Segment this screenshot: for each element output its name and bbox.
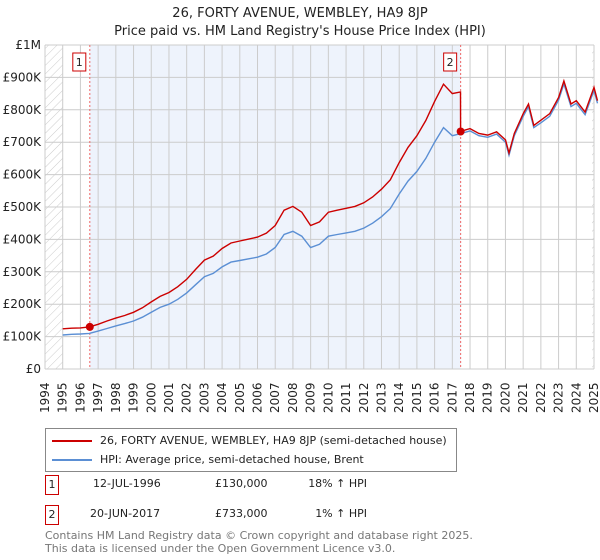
transaction-marker: 2 <box>45 505 59 525</box>
transaction-label: 1 <box>76 56 83 69</box>
x-tick-label: 2005 <box>233 382 247 413</box>
legend-label-property: 26, FORTY AVENUE, WEMBLEY, HA9 8JP (semi… <box>100 434 447 447</box>
x-tick-label: 2002 <box>180 382 194 413</box>
x-tick-label: 2003 <box>197 382 211 413</box>
y-tick-label: £400K <box>3 232 43 246</box>
transaction-price: £733,000 <box>215 507 268 520</box>
property-price-line <box>62 78 599 330</box>
x-tick-label: 2024 <box>569 382 583 413</box>
legend-swatch-property <box>52 439 92 442</box>
y-tick-label: £900K <box>3 70 43 84</box>
x-tick-label: 2000 <box>144 382 158 413</box>
x-tick-label: 2015 <box>410 382 424 413</box>
y-tick-label: £700K <box>3 135 43 149</box>
chart-title: 26, FORTY AVENUE, WEMBLEY, HA9 8JP <box>172 6 428 21</box>
x-tick-label: 2004 <box>215 382 229 413</box>
transaction-point <box>456 127 465 136</box>
legend-swatch-hpi <box>52 458 92 461</box>
y-tick-label: £500K <box>3 200 43 214</box>
transaction-row: 2 20-JUN-2017 £733,000 1% ↑ HPI <box>45 505 445 525</box>
x-tick-label: 1995 <box>56 382 70 413</box>
x-tick-label: 2021 <box>516 382 530 413</box>
x-tick-label: 2018 <box>463 382 477 413</box>
x-tick-label: 2014 <box>392 382 406 413</box>
transaction-label-box <box>72 52 87 72</box>
footer-line1: Contains HM Land Registry data © Crown c… <box>45 529 473 542</box>
x-tick-label: 2001 <box>162 382 176 413</box>
x-tick-label: 1994 <box>38 382 52 413</box>
x-tick-label: 2012 <box>357 382 371 413</box>
legend: 26, FORTY AVENUE, WEMBLEY, HA9 8JP (semi… <box>45 428 457 472</box>
hpi-line <box>62 81 599 336</box>
transaction-row: 1 12-JUL-1996 £130,000 18% ↑ HPI <box>45 475 445 495</box>
transaction-label: 2 <box>447 56 454 69</box>
transaction-marker: 1 <box>45 475 59 495</box>
x-tick-label: 1997 <box>91 382 105 413</box>
y-tick-label: £1M <box>15 38 41 52</box>
y-tick-label: £200K <box>3 297 43 311</box>
x-tick-label: 1999 <box>127 382 141 413</box>
y-tick-label: £0 <box>26 362 41 376</box>
footer-line2: This data is licensed under the Open Gov… <box>45 542 396 555</box>
x-tick-label: 2023 <box>552 382 566 413</box>
price-chart: 1994 1995 1996 1997 1998 1999 2000 2001 2002 2003… <box>3 38 600 413</box>
chart-subtitle: Price paid vs. HM Land Registry's House … <box>114 24 486 39</box>
y-tick-label: £100K <box>3 330 43 344</box>
x-tick-label: 2009 <box>304 382 318 413</box>
x-tick-label: 2022 <box>534 382 548 413</box>
x-tick-label: 2020 <box>498 382 512 413</box>
x-tick-label: 2013 <box>374 382 388 413</box>
transaction-point <box>85 322 94 331</box>
x-tick-label: 1996 <box>73 382 87 413</box>
x-tick-label: 2025 <box>587 382 600 413</box>
transaction-price: £130,000 <box>215 477 268 490</box>
x-tick-label: 2007 <box>268 382 282 413</box>
x-tick-label: 2017 <box>445 382 459 413</box>
y-tick-label: £800K <box>3 103 43 117</box>
transaction-date: 12-JUL-1996 <box>93 477 161 490</box>
x-tick-label: 2016 <box>428 382 442 413</box>
transaction-label-box <box>443 52 458 72</box>
transaction-hpi: 1% ↑ HPI <box>315 507 367 520</box>
x-tick-label: 2011 <box>339 382 353 413</box>
y-tick-label: £300K <box>3 265 43 279</box>
x-tick-label: 2010 <box>321 382 335 413</box>
transaction-hpi: 18% ↑ HPI <box>308 477 367 490</box>
legend-label-hpi: HPI: Average price, semi-detached house,… <box>100 453 364 466</box>
x-tick-label: 1998 <box>109 382 123 413</box>
x-tick-label: 2008 <box>286 382 300 413</box>
y-tick-label: £600K <box>3 168 43 182</box>
footer: Contains HM Land Registry data © Crown c… <box>45 529 473 555</box>
x-tick-label: 2019 <box>481 382 495 413</box>
x-tick-label: 2006 <box>251 382 265 413</box>
transaction-date: 20-JUN-2017 <box>90 507 161 520</box>
